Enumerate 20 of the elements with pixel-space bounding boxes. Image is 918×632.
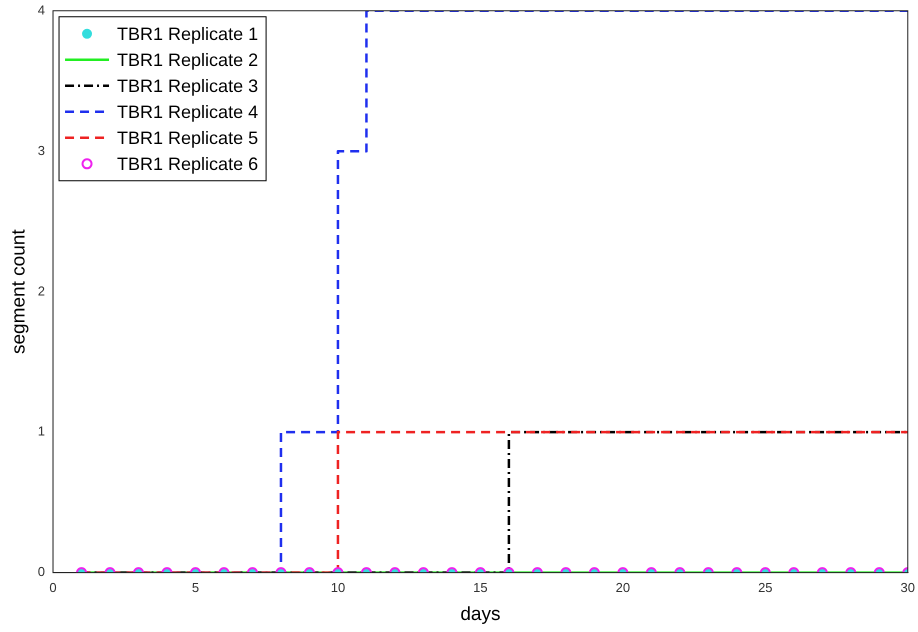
x-tick-label: 25	[758, 580, 773, 595]
y-axis-title: segment count	[8, 228, 30, 354]
x-tick-label: 10	[330, 580, 346, 595]
legend-label: TBR1 Replicate 2	[117, 50, 258, 70]
legend-label: TBR1 Replicate 5	[117, 128, 258, 148]
y-tick-label: 1	[38, 424, 46, 439]
legend-label: TBR1 Replicate 3	[117, 76, 258, 96]
x-axis-title: days	[460, 604, 500, 625]
x-tick-label: 30	[900, 580, 916, 595]
legend-label: TBR1 Replicate 4	[117, 102, 258, 122]
x-tick-label: 5	[192, 580, 200, 595]
legend-label: TBR1 Replicate 1	[117, 24, 258, 44]
x-tick-label: 15	[473, 580, 488, 595]
x-tick-label: 20	[616, 580, 630, 595]
y-tick-label: 0	[38, 564, 46, 580]
y-tick-label: 3	[38, 142, 46, 158]
y-tick-label: 4	[38, 2, 46, 18]
x-tick-label: 0	[49, 580, 57, 595]
legend-label: TBR1 Replicate 6	[117, 154, 258, 174]
y-tick-label: 2	[38, 283, 46, 298]
